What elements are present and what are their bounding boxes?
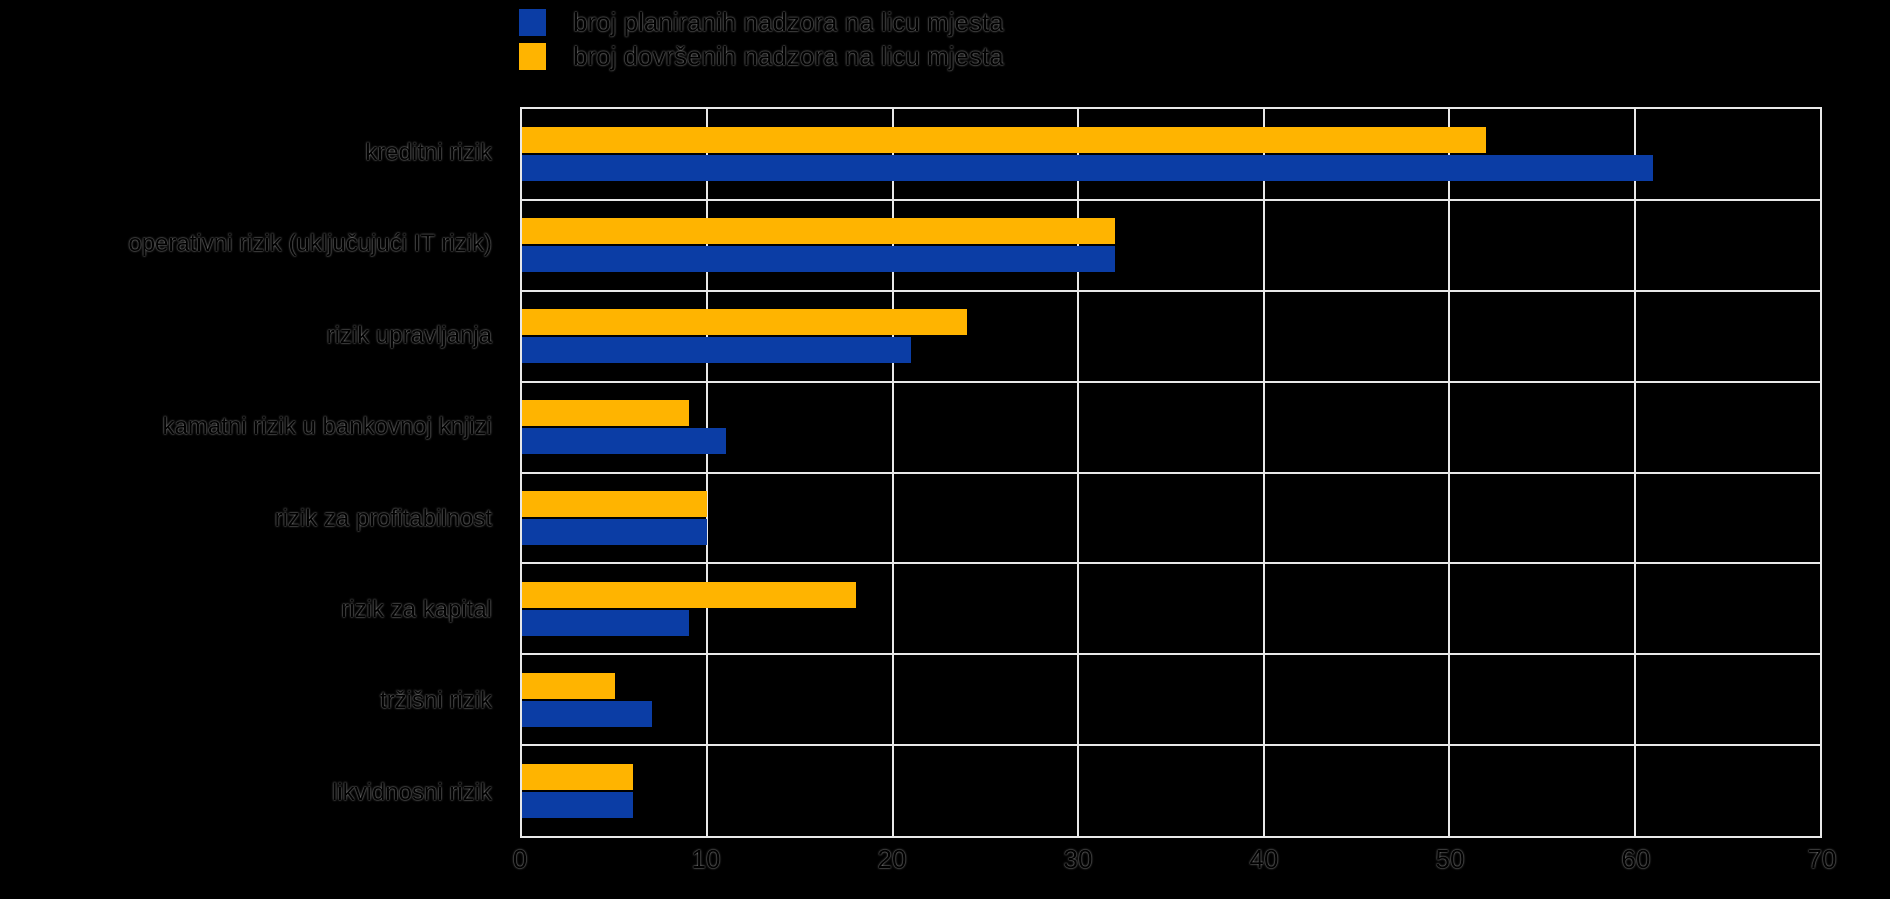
- x-tick-label: 30: [1063, 844, 1093, 874]
- x-tick-label: 60: [1621, 844, 1651, 874]
- legend-label-planned: broj planiranih nadzora na licu mjesta: [573, 7, 1004, 37]
- bar-completed[interactable]: [522, 218, 1116, 245]
- gridline-horizontal: [522, 471, 1820, 474]
- bar-completed[interactable]: [522, 490, 708, 517]
- bar-group: [522, 200, 1820, 291]
- bar-group: [522, 109, 1820, 200]
- gridline-horizontal: [522, 653, 1820, 656]
- x-tick-label: 20: [877, 844, 907, 874]
- gridline-horizontal: [522, 562, 1820, 565]
- category-label: tržišni rizik: [380, 687, 492, 715]
- legend-swatch-planned-icon: [519, 8, 546, 36]
- x-tick-label: 50: [1435, 844, 1465, 874]
- category-axis: kreditni rizik operativni rizik (uključuj…: [0, 107, 506, 838]
- category-label: likvidnosni rizik: [331, 778, 492, 806]
- plot-area: [520, 107, 1822, 838]
- legend-item-completed: broj dovršenih nadzora na licu mjesta: [519, 39, 1004, 73]
- bar-planned[interactable]: [522, 246, 1116, 273]
- legend: broj planiranih nadzora na licu mjesta b…: [519, 5, 1004, 73]
- category-label: kreditni rizik: [365, 139, 492, 167]
- bar-planned[interactable]: [522, 700, 652, 727]
- bar-group: [522, 654, 1820, 745]
- bar-planned[interactable]: [522, 155, 1654, 182]
- bar-group: [522, 291, 1820, 382]
- x-axis: 0 10 20 30 40 50 60 70: [513, 844, 1837, 878]
- bar-group: [522, 745, 1820, 836]
- legend-swatch-completed-icon: [519, 42, 546, 70]
- gridline-horizontal: [522, 744, 1820, 747]
- category-label: operativni rizik (uključujući IT rizik): [128, 230, 492, 258]
- x-tick-label: 10: [691, 844, 721, 874]
- legend-label-completed: broj dovršenih nadzora na licu mjesta: [573, 41, 1004, 71]
- bar-group: [522, 473, 1820, 564]
- gridline-horizontal: [522, 289, 1820, 292]
- category-label: rizik za profitabilnost: [274, 504, 492, 532]
- gridline-horizontal: [522, 380, 1820, 383]
- bar-planned[interactable]: [522, 609, 689, 636]
- bar-completed[interactable]: [522, 763, 634, 790]
- bar-completed[interactable]: [522, 672, 615, 699]
- x-tick-label: 40: [1249, 844, 1279, 874]
- legend-item-planned: broj planiranih nadzora na licu mjesta: [519, 5, 1004, 39]
- bar-planned[interactable]: [522, 791, 634, 818]
- bar-group: [522, 563, 1820, 654]
- bar-group: [522, 382, 1820, 473]
- bar-planned[interactable]: [522, 518, 708, 545]
- bar-completed[interactable]: [522, 127, 1487, 154]
- gridline-horizontal: [522, 198, 1820, 201]
- x-tick-label: 70: [1807, 844, 1837, 874]
- bar-planned[interactable]: [522, 337, 912, 364]
- bar-completed[interactable]: [522, 309, 968, 336]
- category-label: rizik upravljanja: [326, 321, 492, 349]
- category-label: rizik za kapital: [341, 595, 492, 623]
- x-tick-label: 0: [512, 844, 528, 874]
- category-label: kamatni rizik u bankovnoj knjizi: [162, 413, 492, 441]
- bar-completed[interactable]: [522, 581, 856, 608]
- bar-planned[interactable]: [522, 428, 726, 455]
- bar-completed[interactable]: [522, 400, 689, 427]
